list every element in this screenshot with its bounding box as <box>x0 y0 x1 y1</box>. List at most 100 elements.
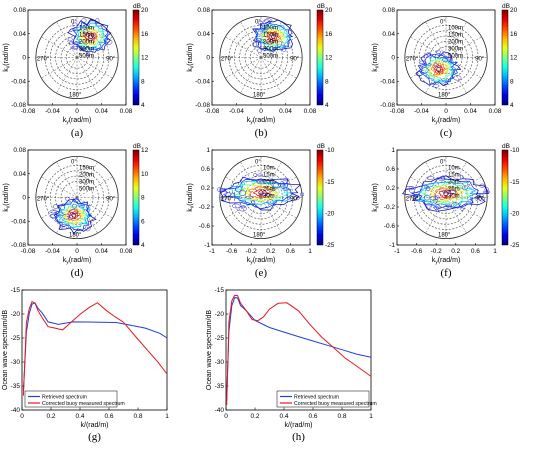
y-tick-label: 0.2 <box>201 185 210 192</box>
contour-speckle <box>72 44 79 51</box>
contour-speckle <box>238 205 247 212</box>
range-ring <box>244 181 278 214</box>
contour-speckle <box>408 187 415 194</box>
x-tick-label: 0.2 <box>451 248 460 255</box>
range-label: 200m <box>79 172 94 178</box>
colorbar-tick-label: 4 <box>141 102 145 109</box>
contour-line <box>262 29 284 46</box>
contour-speckle <box>238 189 246 196</box>
range-label: 30m <box>448 193 460 199</box>
contour-speckle <box>266 41 274 45</box>
angle-label: 90° <box>475 57 485 63</box>
contour-speckle <box>73 198 79 203</box>
x-tick-label: 0.04 <box>95 108 108 115</box>
contour-speckle <box>82 29 88 35</box>
legend-box <box>24 390 118 408</box>
y-tick-label: 1 <box>391 147 395 154</box>
contour-speckle <box>230 192 235 198</box>
y-axis-label: kx(rad/m) <box>187 183 196 212</box>
x-tick-label: 0.6 <box>471 248 480 255</box>
x-tick-label: 0 <box>259 108 263 115</box>
x-axis-label: ky(rad/m) <box>247 117 276 126</box>
angle-label: 270° <box>406 197 419 203</box>
colorbar-tick-label: 16 <box>510 31 518 38</box>
contour-speckle <box>451 202 460 209</box>
y-tick-label: -15 <box>11 287 21 294</box>
contour-speckle <box>435 50 441 54</box>
colorbar-tick-label: 6 <box>141 218 145 225</box>
x-tick-label: 0.08 <box>489 108 502 115</box>
contour-speckle <box>263 18 273 24</box>
y-tick-label: -0.6 <box>199 223 211 230</box>
contour-speckle <box>62 213 71 220</box>
panel-caption: (h) <box>292 431 305 443</box>
contour-speckle <box>95 18 100 24</box>
contour-speckle <box>432 198 438 204</box>
contour-speckle <box>58 211 64 216</box>
colorbar-tick-label: 16 <box>141 31 149 38</box>
colorbar-tick-label: 8 <box>141 78 145 85</box>
range-label: 100m <box>448 25 463 31</box>
colorbar-unit: dB <box>133 143 141 150</box>
angle-label: 180° <box>69 233 82 239</box>
panel-caption: (d) <box>71 267 84 279</box>
contour-speckle <box>103 38 113 45</box>
x-tick-label: 0 <box>75 248 79 255</box>
x-tick-label: -0.04 <box>45 248 60 255</box>
range-label: 10m <box>448 165 460 171</box>
contour-speckle <box>441 189 451 194</box>
contour-speckle <box>445 204 453 208</box>
range-label: 500m <box>263 53 278 59</box>
contour-speckle <box>482 190 491 194</box>
contour-speckle <box>441 175 446 180</box>
contour-speckle <box>81 18 87 23</box>
contour-line <box>433 64 444 75</box>
series-line <box>226 297 372 401</box>
x-tick-label: -1 <box>209 248 215 255</box>
x-axis-label: ky(rad/m) <box>63 117 92 126</box>
x-tick-label: 0.8 <box>337 413 346 420</box>
x-tick-label: 1 <box>493 248 497 255</box>
y-axis-label: kx(rad/m) <box>187 43 196 72</box>
line-chart-h: 0 0.2 0.4 0.6 0.8 1 -15 -20 -25 -30 -35 -40 Retrieve… <box>206 287 377 443</box>
contour-speckle <box>282 46 286 53</box>
x-tick-label: 0.4 <box>75 413 84 420</box>
range-label: 200m <box>448 39 463 45</box>
colorbar-tick-label: 10 <box>141 171 149 178</box>
y-tick-label: 0 <box>22 195 26 202</box>
y-tick-label: -0.2 <box>199 204 211 211</box>
contour-speckle <box>257 48 263 53</box>
range-ring <box>233 30 289 85</box>
y-tick-label: 0 <box>22 55 26 62</box>
x-tick-label: -0.08 <box>21 248 36 255</box>
x-tick-label: 0 <box>75 108 79 115</box>
y-tick-label: -40 <box>11 407 21 414</box>
x-axis-label: ky(rad/m) <box>63 257 92 266</box>
outer-ring <box>35 15 119 100</box>
outer-ring <box>404 155 488 240</box>
colorbar-tick-label: 4 <box>141 242 145 249</box>
contour-speckle <box>60 224 69 230</box>
y-tick-label: 0.08 <box>13 147 26 154</box>
contour-line <box>428 61 449 77</box>
contour-speckle <box>253 173 257 177</box>
y-tick-label: 0 <box>206 55 210 62</box>
contour-line <box>423 184 469 204</box>
legend-label: Corrected buoy measured spectrum <box>294 401 377 407</box>
range-ring <box>418 30 474 85</box>
contour-speckle <box>427 63 432 66</box>
y-axis-label: kx(rad/m) <box>3 43 12 72</box>
contour-speckle <box>235 186 243 193</box>
angle-label: 90° <box>106 197 116 203</box>
colorbar <box>132 9 140 106</box>
x-tick-label: -0.04 <box>45 108 60 115</box>
range-label: 15m <box>263 172 275 178</box>
range-label: 500m <box>448 53 463 59</box>
outer-ring <box>219 15 303 100</box>
colorbar-tick-label: -20 <box>510 211 520 218</box>
angle-label: 270° <box>221 57 234 63</box>
range-ring <box>49 30 105 85</box>
angle-label: 0° <box>255 19 261 25</box>
contour-speckle <box>413 194 422 200</box>
